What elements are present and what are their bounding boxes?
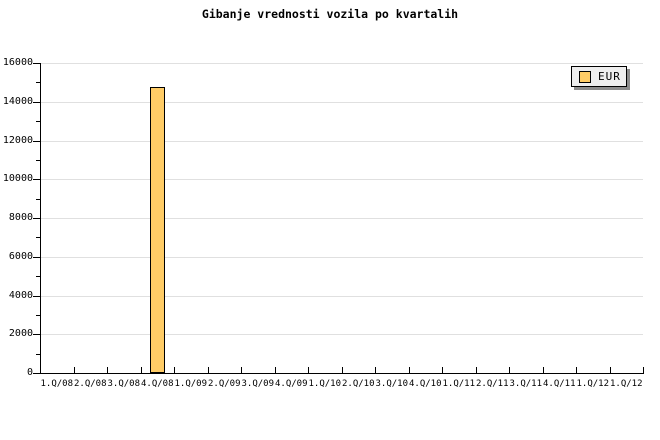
x-axis-tick-label: 2.Q/11: [475, 379, 509, 389]
legend-swatch-eur: [579, 70, 591, 83]
x-axis-tick-label: 1.Q/11: [442, 379, 475, 389]
x-axis-tick-label: 1.Q/09: [174, 379, 207, 389]
x-axis-tick-label: 3.Q/09: [241, 379, 274, 389]
y-axis-minor-tick: [36, 276, 40, 278]
y-axis-major-tick: [33, 373, 40, 374]
x-axis-tick-label: 1.Q/10: [308, 379, 341, 389]
x-axis-tick: [207, 367, 209, 373]
x-axis-tick: [107, 367, 108, 373]
x-axis-tick-label: 3.Q/11: [509, 379, 542, 389]
x-axis-tick-label: 2.Q/08: [73, 379, 107, 389]
y-axis-minor-tick: [36, 198, 40, 200]
x-axis-tick-label: 3.Q/08: [107, 379, 140, 389]
x-axis-tick: [576, 367, 577, 373]
y-axis-tick-label: 2000: [8, 328, 33, 340]
y-axis-major-tick: [33, 179, 40, 181]
y-gridline: [41, 63, 643, 64]
x-axis-tick: [40, 367, 41, 373]
y-gridline: [41, 334, 643, 336]
x-axis-tick: [643, 367, 644, 373]
x-axis-tick-label: 4.Q/10: [408, 379, 442, 389]
x-axis-tick: [174, 367, 175, 373]
x-axis-tick-label: 1.Q/12: [609, 379, 643, 389]
x-axis-tick-label: 1.Q/08: [40, 379, 73, 389]
x-axis-tick: [308, 367, 309, 373]
y-axis-major-tick: [33, 140, 40, 142]
x-axis-tick: [509, 367, 510, 373]
x-axis-tick: [375, 367, 376, 373]
y-axis-tick-label: 12000: [2, 134, 33, 146]
x-axis-tick: [140, 367, 142, 373]
y-axis-major-tick: [33, 63, 40, 64]
x-axis-tick: [341, 367, 343, 373]
x-axis-tick-label: 1.Q/12: [576, 379, 609, 389]
y-gridline: [41, 179, 643, 181]
x-axis-tick: [408, 367, 410, 373]
y-axis-minor-tick: [36, 159, 40, 161]
y-axis-tick-label: 10000: [2, 173, 33, 185]
y-axis-major-tick: [33, 334, 40, 336]
x-axis-tick: [241, 367, 242, 373]
y-axis-minor-tick: [36, 82, 40, 84]
y-gridline: [41, 218, 643, 219]
y-axis-minor-tick: [36, 314, 40, 316]
y-axis-minor-tick: [36, 237, 40, 239]
legend-label-eur: EUR: [598, 70, 621, 83]
y-axis-major-tick: [33, 218, 40, 219]
x-axis-tick-label: 2.Q/10: [341, 379, 375, 389]
legend-box: EUR: [571, 66, 627, 87]
y-gridline: [41, 295, 643, 297]
x-axis-tick: [442, 367, 443, 373]
x-axis-tick: [475, 367, 477, 373]
y-axis-line: [40, 63, 41, 373]
y-axis-major-tick: [33, 256, 40, 258]
x-axis-tick-label: 3.Q/10: [375, 379, 408, 389]
x-axis-tick-label: 4.Q/09: [274, 379, 308, 389]
y-axis-minor-tick: [36, 353, 40, 355]
y-axis-minor-tick: [36, 121, 40, 123]
x-axis-tick: [609, 367, 611, 373]
y-axis-major-tick: [33, 295, 40, 297]
x-axis-tick-label: 4.Q/08: [140, 379, 174, 389]
x-axis-tick: [542, 367, 544, 373]
x-axis-tick-label: 4.Q/11: [542, 379, 576, 389]
y-axis-tick-label: 4000: [8, 289, 33, 301]
y-axis-tick-label: 16000: [2, 57, 33, 68]
y-axis-tick-label: 8000: [8, 212, 33, 223]
x-axis-tick: [73, 367, 75, 373]
y-gridline: [41, 140, 643, 142]
y-axis-tick-label: 6000: [8, 250, 33, 262]
y-axis-tick-label: 0: [26, 367, 33, 378]
y-gridline: [41, 256, 643, 258]
x-axis-tick-label: 2.Q/09: [207, 379, 241, 389]
y-gridline: [41, 101, 643, 103]
bar-4.Q/08: [149, 86, 165, 373]
x-axis-line: [40, 373, 644, 374]
chart-title: Gibanje vrednosti vozila po kvartalih: [201, 7, 459, 21]
y-axis-major-tick: [33, 101, 40, 103]
y-axis-tick-label: 14000: [2, 95, 33, 107]
x-axis-tick: [274, 367, 276, 373]
